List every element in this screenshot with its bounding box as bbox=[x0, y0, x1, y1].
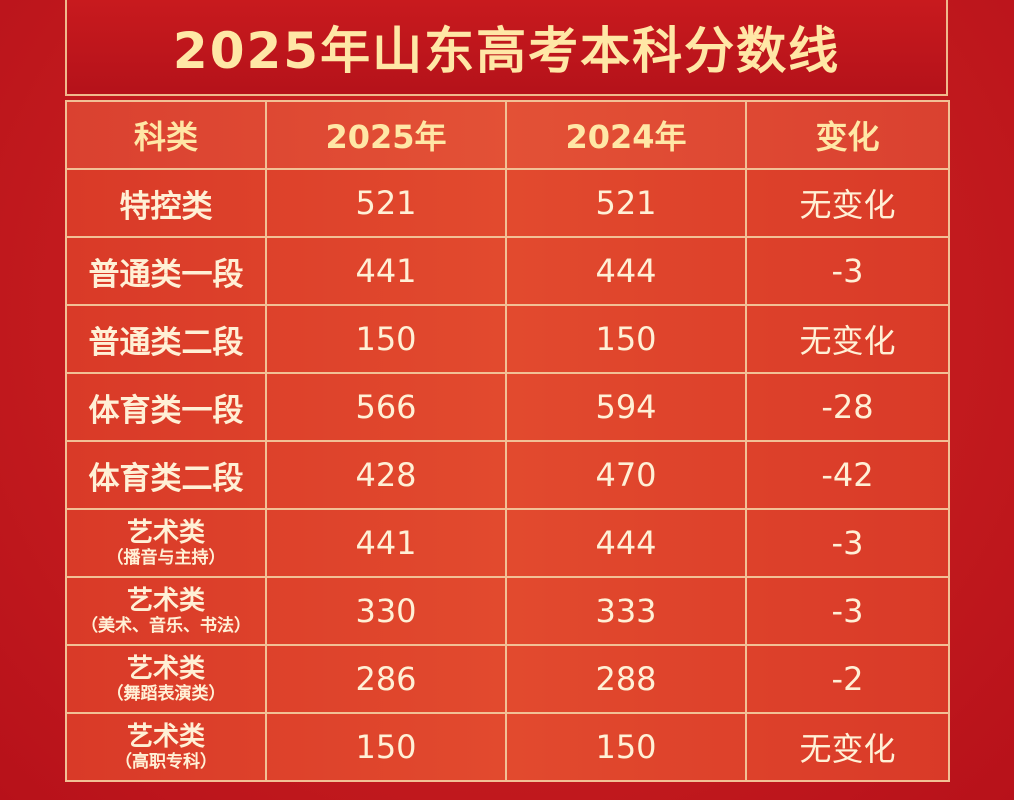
score-cell: 286 bbox=[265, 644, 507, 714]
change-cell: -3 bbox=[745, 236, 950, 306]
score-cell: 150 bbox=[505, 304, 747, 374]
score-cell: 444 bbox=[505, 236, 747, 306]
change-cell: 无变化 bbox=[745, 168, 950, 238]
score-cell: 521 bbox=[505, 168, 747, 238]
table-row: 艺术类 （美术、音乐、书法） 330 333 -3 bbox=[65, 576, 950, 646]
change-cell: 无变化 bbox=[745, 304, 950, 374]
score-cell: 288 bbox=[505, 644, 747, 714]
category-cell: 普通类二段 bbox=[65, 304, 267, 374]
table-row: 普通类一段 441 444 -3 bbox=[65, 236, 950, 306]
score-cell: 566 bbox=[265, 372, 507, 442]
table-row: 体育类一段 566 594 -28 bbox=[65, 372, 950, 442]
score-cell: 521 bbox=[265, 168, 507, 238]
category-note: （高职专科） bbox=[115, 752, 217, 772]
category-cell: 艺术类 （美术、音乐、书法） bbox=[65, 576, 267, 646]
table-row: 艺术类 （舞蹈表演类） 286 288 -2 bbox=[65, 644, 950, 714]
category-label: 特控类 bbox=[119, 188, 213, 225]
table-row: 体育类二段 428 470 -42 bbox=[65, 440, 950, 510]
category-cell: 艺术类 （舞蹈表演类） bbox=[65, 644, 267, 714]
category-cell: 艺术类 （播音与主持） bbox=[65, 508, 267, 578]
category-label: 艺术类 bbox=[126, 518, 205, 548]
score-cell: 441 bbox=[265, 508, 507, 578]
category-label: 艺术类 bbox=[126, 654, 205, 684]
category-cell: 体育类二段 bbox=[65, 440, 267, 510]
category-label: 艺术类 bbox=[126, 722, 205, 752]
column-header: 科类 bbox=[65, 100, 267, 170]
column-header: 变化 bbox=[745, 100, 950, 170]
score-cell: 333 bbox=[505, 576, 747, 646]
category-cell: 体育类一段 bbox=[65, 372, 267, 442]
title: 2025年山东高考本科分数线 bbox=[65, 0, 948, 96]
column-header: 2025年 bbox=[265, 100, 507, 170]
change-cell: 无变化 bbox=[745, 712, 950, 782]
category-note: （舞蹈表演类） bbox=[106, 684, 226, 704]
category-label: 普通类一段 bbox=[88, 256, 244, 293]
score-cell: 594 bbox=[505, 372, 747, 442]
category-label: 艺术类 bbox=[126, 586, 205, 616]
category-cell: 普通类一段 bbox=[65, 236, 267, 306]
category-cell: 艺术类 （高职专科） bbox=[65, 712, 267, 782]
score-cell: 428 bbox=[265, 440, 507, 510]
category-label: 体育类二段 bbox=[88, 460, 244, 497]
category-cell: 特控类 bbox=[65, 168, 267, 238]
score-cell: 470 bbox=[505, 440, 747, 510]
score-cell: 150 bbox=[505, 712, 747, 782]
score-cell: 150 bbox=[265, 712, 507, 782]
score-cell: 444 bbox=[505, 508, 747, 578]
category-note: （播音与主持） bbox=[106, 548, 226, 568]
table-row: 艺术类 （高职专科） 150 150 无变化 bbox=[65, 712, 950, 782]
score-cell: 441 bbox=[265, 236, 507, 306]
score-cell: 150 bbox=[265, 304, 507, 374]
change-cell: -3 bbox=[745, 576, 950, 646]
table-row: 普通类二段 150 150 无变化 bbox=[65, 304, 950, 374]
change-cell: -3 bbox=[745, 508, 950, 578]
change-cell: -28 bbox=[745, 372, 950, 442]
score-table: 科类 2025年 2024年 变化 特控类 521 521 无变化 普通类一段 441 444 -3… bbox=[65, 100, 950, 782]
score-cell: 330 bbox=[265, 576, 507, 646]
table-row: 艺术类 （播音与主持） 441 444 -3 bbox=[65, 508, 950, 578]
table-row: 特控类 521 521 无变化 bbox=[65, 168, 950, 238]
change-cell: -42 bbox=[745, 440, 950, 510]
category-label: 普通类二段 bbox=[88, 324, 244, 361]
change-cell: -2 bbox=[745, 644, 950, 714]
category-note: （美术、音乐、书法） bbox=[81, 616, 251, 636]
category-label: 体育类一段 bbox=[88, 392, 244, 429]
table-body: 特控类 521 521 无变化 普通类一段 441 444 -3 普通类二段 150 150 无变化体… bbox=[65, 168, 950, 782]
header-row: 科类 2025年 2024年 变化 bbox=[65, 100, 950, 170]
column-header: 2024年 bbox=[505, 100, 747, 170]
